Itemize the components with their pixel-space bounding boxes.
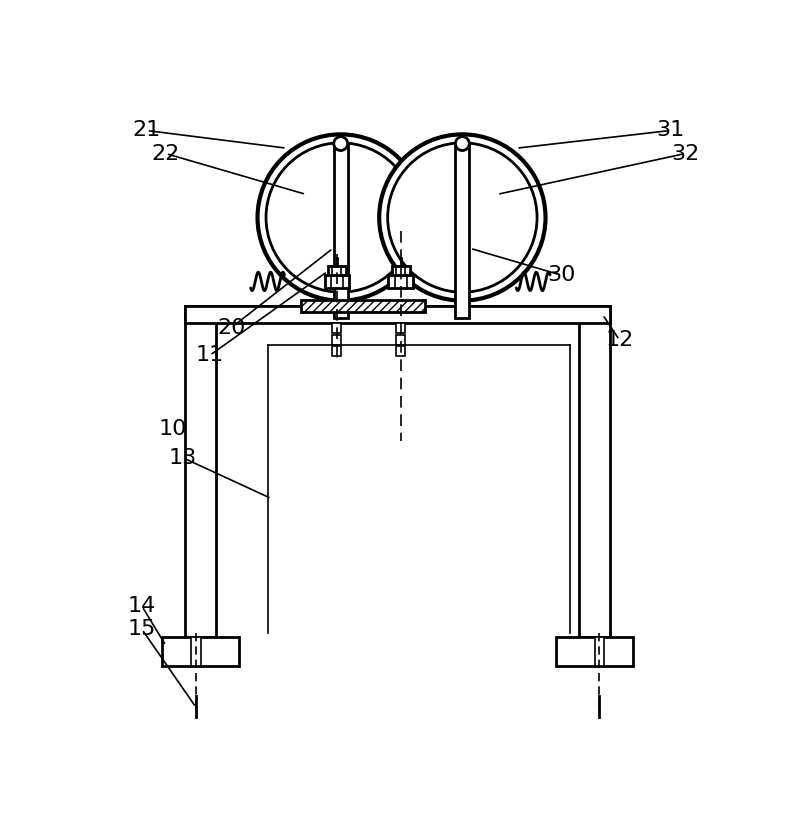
Circle shape — [266, 143, 415, 292]
Bar — [579, 321, 610, 637]
Text: 31: 31 — [656, 120, 684, 141]
Text: 10: 10 — [158, 420, 187, 439]
Bar — [556, 637, 634, 667]
Text: 20: 20 — [217, 317, 246, 338]
Bar — [185, 306, 610, 321]
Text: 22: 22 — [152, 144, 180, 164]
Text: 14: 14 — [128, 596, 156, 616]
Bar — [396, 346, 406, 356]
Text: 21: 21 — [133, 120, 161, 141]
Text: 32: 32 — [670, 144, 699, 164]
Text: 13: 13 — [169, 447, 197, 468]
Bar — [328, 266, 346, 276]
Bar — [455, 144, 470, 317]
Bar — [301, 300, 426, 312]
Bar — [191, 637, 201, 667]
Circle shape — [379, 134, 546, 301]
Circle shape — [388, 143, 537, 292]
Text: 30: 30 — [547, 265, 576, 285]
Bar — [594, 637, 604, 667]
Bar — [325, 276, 349, 288]
Circle shape — [334, 137, 348, 151]
Circle shape — [455, 137, 470, 151]
Bar — [332, 323, 342, 333]
Text: 15: 15 — [128, 619, 156, 640]
Bar — [332, 335, 342, 344]
Circle shape — [258, 134, 424, 301]
Bar — [185, 321, 216, 637]
Text: 11: 11 — [196, 345, 224, 366]
Bar — [185, 306, 610, 323]
Bar — [162, 637, 239, 667]
Bar — [396, 335, 406, 344]
Bar — [334, 144, 348, 317]
Bar — [396, 323, 406, 333]
Bar — [389, 276, 413, 288]
Bar — [332, 346, 342, 356]
Text: 12: 12 — [606, 330, 634, 350]
Bar — [391, 266, 410, 276]
